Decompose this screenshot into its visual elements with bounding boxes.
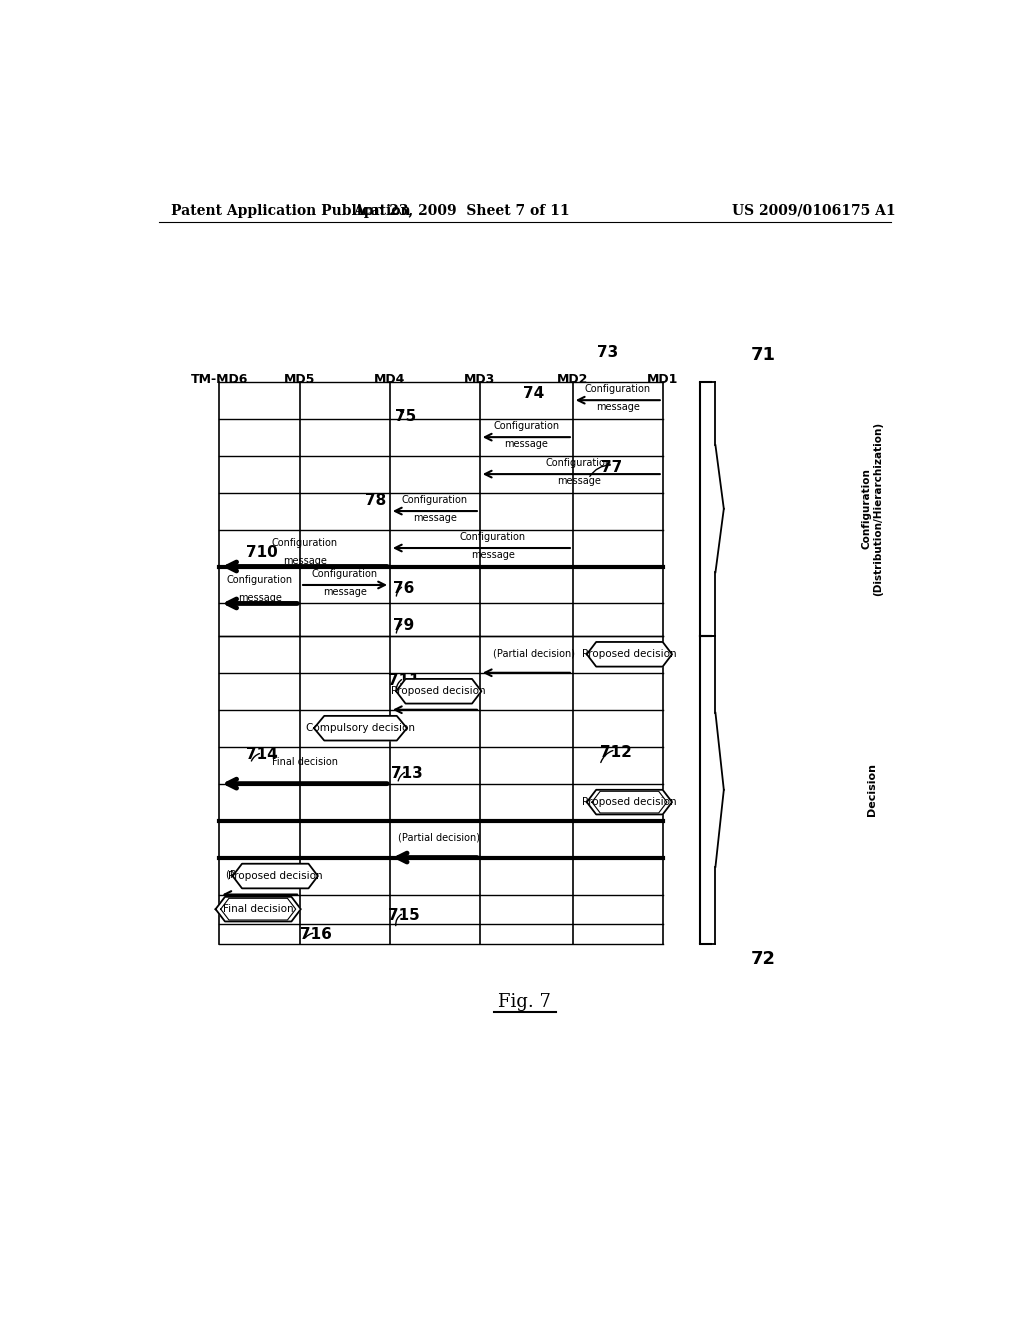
Polygon shape [216,896,301,921]
Text: 711: 711 [388,673,420,688]
Text: MD1: MD1 [647,372,679,385]
Polygon shape [232,863,317,888]
Text: 78: 78 [366,492,387,508]
Text: 710: 710 [246,545,278,560]
Polygon shape [587,789,672,814]
Text: (Partial decision): (Partial decision) [397,833,480,843]
Text: Configuration: Configuration [401,495,468,506]
Text: message: message [505,438,548,449]
Text: message: message [283,556,327,566]
Text: Proposed decision: Proposed decision [228,871,323,880]
Text: 715: 715 [388,908,420,923]
Text: Apr. 23, 2009  Sheet 7 of 11: Apr. 23, 2009 Sheet 7 of 11 [353,203,569,218]
Text: 73: 73 [597,345,618,360]
Text: message: message [596,401,640,412]
Text: TM-MD6: TM-MD6 [190,372,248,385]
Text: MD5: MD5 [285,372,315,385]
Text: (Partial decision): (Partial decision) [397,685,480,696]
Text: 77: 77 [601,459,623,475]
Text: 716: 716 [300,927,332,942]
Text: message: message [471,549,515,560]
Text: Compulsory decision: Compulsory decision [306,723,415,733]
Text: Proposed decision: Proposed decision [582,797,677,807]
Polygon shape [587,642,672,667]
Text: Final decision: Final decision [271,758,338,767]
Text: 713: 713 [391,766,423,781]
Text: US 2009/0106175 A1: US 2009/0106175 A1 [732,203,896,218]
Text: (Partial decision): (Partial decision) [494,648,575,659]
Text: 74: 74 [523,385,545,401]
Text: 71: 71 [751,346,776,364]
Text: (Partial decision): (Partial decision) [226,870,308,880]
Text: Configuration: Configuration [271,539,338,548]
Text: Patent Application Publication: Patent Application Publication [171,203,411,218]
Text: Configuration: Configuration [226,576,293,585]
Polygon shape [396,678,481,704]
Text: Configuration
(Distribution/Hierarchization): Configuration (Distribution/Hierarchizat… [861,421,883,595]
Text: 79: 79 [393,618,415,632]
Text: Configuration: Configuration [585,384,651,395]
Text: Configuration: Configuration [494,421,559,430]
Text: 714: 714 [246,747,278,762]
Text: MD2: MD2 [557,372,589,385]
Polygon shape [314,715,407,741]
Text: Configuration: Configuration [312,569,378,579]
Text: message: message [238,593,282,603]
Text: 75: 75 [395,409,416,424]
Text: Decision: Decision [867,763,877,816]
Text: Fig. 7: Fig. 7 [499,993,551,1011]
Text: 712: 712 [599,744,632,759]
Text: message: message [323,586,367,597]
Text: Final decision: Final decision [223,904,294,915]
Text: message: message [557,475,601,486]
Text: Configuration: Configuration [546,458,612,469]
Text: MD3: MD3 [464,372,496,385]
Text: Proposed decision: Proposed decision [391,686,486,696]
Text: MD4: MD4 [374,372,406,385]
Text: 76: 76 [393,581,415,595]
Text: message: message [413,512,457,523]
Text: Proposed decision: Proposed decision [582,649,677,659]
Text: Configuration: Configuration [460,532,526,543]
Text: 72: 72 [751,950,776,968]
